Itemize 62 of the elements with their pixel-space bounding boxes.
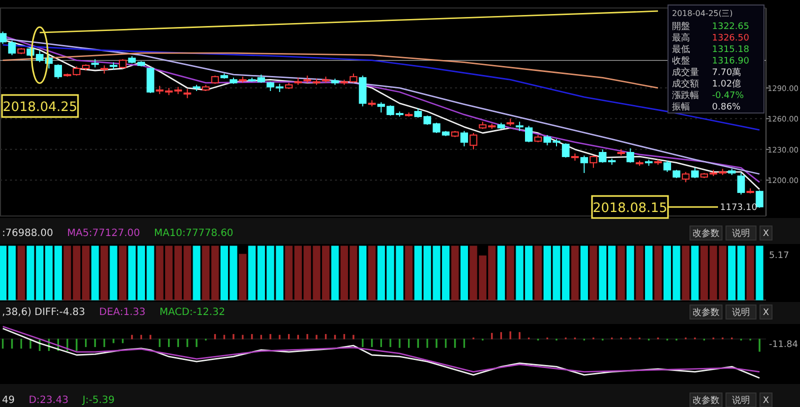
annotation: 漲跌幅 xyxy=(672,90,699,101)
text: -11.84 xyxy=(769,340,798,350)
text: MA5:77127.00 xyxy=(67,228,140,239)
text: 49 xyxy=(2,395,15,406)
text: X xyxy=(762,396,770,406)
line-series xyxy=(2,44,760,131)
annotation: 開盤 xyxy=(672,21,690,32)
text: D:23.43 xyxy=(28,395,68,406)
candlestick xyxy=(146,66,154,94)
candlestick xyxy=(682,171,690,183)
candlestick xyxy=(590,155,598,168)
annotation: 成交額 xyxy=(672,78,699,90)
annotation: 最低 xyxy=(672,44,690,55)
annotation: 最高 xyxy=(672,32,690,44)
annotation: 2018-04-25(三) xyxy=(672,9,733,18)
candlestick xyxy=(737,172,745,195)
text: 改参数 xyxy=(692,228,720,239)
candlestick xyxy=(470,132,478,150)
annotation: 1315.18 xyxy=(712,45,750,55)
candlestick xyxy=(516,121,524,132)
annotation: 7.70萬 xyxy=(712,67,742,78)
candlestick xyxy=(460,130,468,147)
text: 5.17 xyxy=(769,251,790,261)
candlestick xyxy=(626,148,634,164)
annotation: 收盤 xyxy=(672,56,690,66)
text: 说明 xyxy=(732,307,750,318)
annotation: 1316.90 xyxy=(712,56,750,66)
annotation: 2018.04.25 xyxy=(2,100,78,115)
candlestick xyxy=(54,64,62,80)
candlestick xyxy=(663,160,672,172)
annotation: 1.02億 xyxy=(712,78,742,90)
text: 改参数 xyxy=(692,307,720,318)
text: X xyxy=(762,229,770,239)
annotation: 2018.08.15 xyxy=(592,201,668,216)
candlestick xyxy=(184,88,192,99)
annotation: 成交量 xyxy=(672,67,699,78)
text: ,38,6) DIFF:-4.83 xyxy=(2,307,86,318)
candlestick xyxy=(266,81,274,92)
candlestick xyxy=(691,167,699,179)
annotation: 0.86% xyxy=(712,102,742,112)
text: 说明 xyxy=(732,395,750,406)
text: X xyxy=(762,308,770,318)
text: J:-5.39 xyxy=(81,395,115,406)
candlestick xyxy=(580,155,588,174)
candlestick xyxy=(0,31,7,44)
annotation: 振幅 xyxy=(672,102,690,112)
annotation: -0.47% xyxy=(712,91,744,101)
candlestick xyxy=(8,40,16,56)
text: 改参数 xyxy=(692,395,720,406)
candlestick xyxy=(118,58,127,69)
candlestick xyxy=(524,125,533,143)
text: :76988.00 xyxy=(2,228,54,239)
text: MA10:77778.60 xyxy=(154,228,234,239)
annotation: 1326.50 xyxy=(712,34,750,44)
annotation: 1173.10 xyxy=(720,203,758,213)
text: DEA:1.33 xyxy=(99,307,146,318)
candlestick xyxy=(562,142,570,158)
text: MACD:-12.32 xyxy=(159,307,226,318)
candlestick xyxy=(756,190,764,208)
annotation: 1322.65 xyxy=(712,22,750,32)
text: 说明 xyxy=(732,228,750,239)
line-series xyxy=(2,52,659,89)
